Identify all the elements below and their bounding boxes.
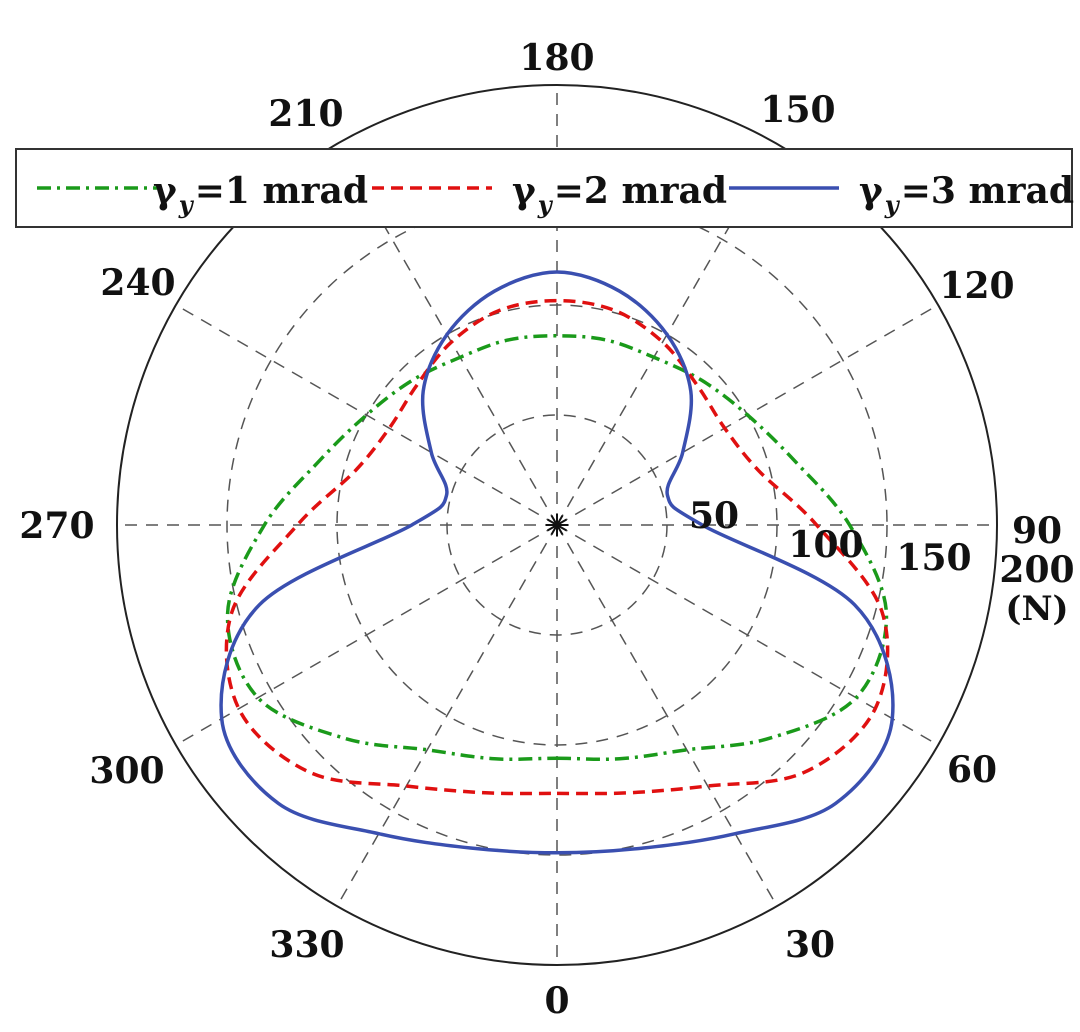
angular-tick-150: 150: [760, 89, 835, 131]
radial-unit-label: (N): [1005, 589, 1068, 629]
series-layer: [219, 270, 895, 855]
legend-subscript-3mrad: y: [884, 190, 899, 219]
series-line-2: [224, 298, 890, 796]
angular-tick-0: 0: [544, 980, 569, 1022]
angular-tick-60: 60: [947, 749, 997, 791]
radial-tick-100: 100: [788, 524, 863, 566]
angular-tick-270: 270: [19, 505, 94, 547]
angular-tick-90: 90: [1012, 510, 1062, 552]
angular-tick-180: 180: [519, 37, 594, 79]
angular-tick-240: 240: [100, 262, 175, 304]
legend-label-1mrad: γy=1 mrad: [153, 170, 369, 219]
spoke-300: [175, 524, 558, 746]
legend-symbol-1mrad: γ: [153, 170, 177, 212]
legend-symbol-3mrad: γ: [859, 170, 883, 212]
legend-swatch-3mrad: [729, 186, 839, 190]
legend: γy=1 mrad γy=2 mrad γy=3 mrad: [15, 148, 1075, 228]
legend-swatch-2mrad: [372, 186, 492, 190]
angular-tick-330: 330: [269, 924, 344, 966]
radial-tick-200: 200: [999, 549, 1074, 591]
series-line-1: [225, 334, 889, 762]
legend-symbol-2mrad: γ: [512, 170, 536, 212]
legend-label-3mrad: γy=3 mrad: [859, 170, 1075, 219]
angular-tick-30: 30: [785, 924, 835, 966]
legend-subscript-1mrad: y: [178, 190, 193, 219]
legend-text-1mrad: =1 mrad: [194, 170, 369, 212]
series-line-3: [219, 270, 895, 855]
legend-swatch-1mrad: [37, 186, 157, 190]
spoke-240: [175, 304, 558, 526]
spoke-60: [556, 524, 939, 746]
angular-tick-300: 300: [89, 750, 164, 792]
legend-subscript-2mrad: y: [537, 190, 552, 219]
legend-text-3mrad: =3 mrad: [900, 170, 1075, 212]
radial-tick-150: 150: [896, 537, 971, 579]
spoke-330: [336, 524, 558, 907]
angular-tick-210: 210: [268, 93, 343, 135]
spoke-30: [556, 524, 778, 907]
outer-circle: [116, 84, 998, 966]
center-mark: [550, 514, 564, 536]
radial-tick-50: 50: [689, 495, 739, 537]
tick-labels: 0 30 60 90 120 150 180 210 240 270 300 330 50 100 150 2…: [19, 37, 1074, 1022]
legend-label-2mrad: γy=2 mrad: [512, 170, 728, 219]
legend-text-2mrad: =2 mrad: [553, 170, 728, 212]
angular-tick-120: 120: [939, 265, 1014, 307]
